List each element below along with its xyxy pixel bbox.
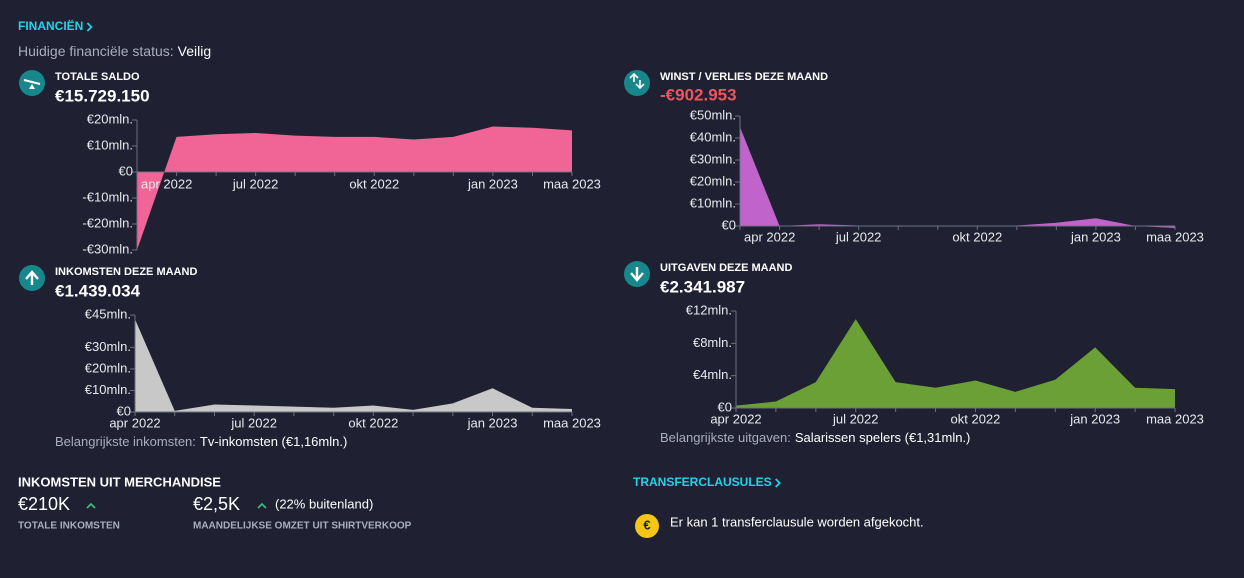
up-arrow [86,502,96,509]
icon-income [19,265,45,291]
chevron [86,22,93,32]
x-tick-label: okt 2022 [952,229,1002,244]
status-label: Huidige financiële status: [18,43,174,59]
area [135,319,572,412]
y-tick-label: €0 [117,403,131,418]
merch-total: €210K [18,494,70,514]
icon-balance [19,70,45,96]
x-tick-label: jan 2023 [467,176,518,191]
y-tick-label: €10mln. [85,382,131,397]
panel-amount: €1.439.034 [55,281,141,300]
y-tick-label: €10mln. [690,195,736,210]
icon-expenses [624,261,650,287]
euro-icon-glyph: € [643,517,650,532]
y-tick-label: -€20mln. [82,215,133,230]
footnote-value: Salarissen spelers (€1,31mln.) [795,430,971,445]
y-tick-label: €20mln. [87,111,133,126]
panel-amount: €15.729.150 [55,86,150,105]
y-tick-label: €4mln. [693,367,732,382]
footnote: Belangrijkste uitgaven: Salarissen speler… [660,430,970,445]
y-tick-label: €8mln. [693,335,732,350]
icon-profit-loss [624,70,650,96]
transfer-text: Er kan 1 transferclausule worden afgekoc… [670,514,924,529]
x-tick-label: jul 2022 [832,411,879,426]
area [736,319,1175,408]
panel-amount: €2.341.987 [660,277,745,296]
y-tick-label: €30mln. [690,151,736,166]
chevron [775,478,781,488]
merch-monthly: €2,5K [193,494,240,514]
x-tick-label: okt 2022 [951,411,1001,426]
x-tick-label: apr 2022 [744,229,795,244]
merch-total-label: TOTALE INKOMSTEN [18,521,120,532]
panel-title: UITGAVEN DEZE MAAND [660,262,792,274]
footnote-label: Belangrijkste uitgaven: [660,430,791,445]
y-tick-label: €50mln. [690,107,736,122]
transfer-title[interactable]: TRANSFERCLAUSULES [633,475,772,489]
x-tick-label: jul 2022 [230,415,277,430]
x-tick-label: maa 2023 [543,176,601,191]
area [740,127,1175,228]
footnote-label: Belangrijkste inkomsten: [55,434,196,449]
x-tick-label: jul 2022 [835,229,882,244]
x-tick-label: okt 2022 [348,415,398,430]
y-tick-label: -€10mln. [82,189,133,204]
y-tick-label: -€30mln. [82,241,133,256]
x-tick-label: jan 2023 [467,415,518,430]
y-tick-label: €20mln. [690,173,736,188]
status-line: Huidige financiële status: Veilig [18,43,211,59]
x-tick-label: maa 2023 [543,415,601,430]
y-tick-label: €0 [718,399,732,414]
x-tick-label: jan 2023 [1069,411,1120,426]
y-tick-label: €10mln. [87,137,133,152]
merch-monthly-label: MAANDELIJKSE OMZET UIT SHIRTVERKOOP [193,521,412,532]
x-tick-label: apr 2022 [109,415,160,430]
footnote-value: Tv-inkomsten (€1,16mln.) [200,434,347,449]
y-tick-label: €40mln. [690,129,736,144]
panel-amount: -€902.953 [660,85,737,104]
x-tick-label: maa 2023 [1146,229,1204,244]
x-tick-label: maa 2023 [1146,411,1204,426]
y-tick-label: €0 [722,217,736,232]
y-tick-label: €0 [119,163,133,178]
x-tick-label: jan 2023 [1070,229,1121,244]
merch-monthly-note: (22% buitenland) [275,496,373,511]
area [137,126,572,250]
x-tick-label: okt 2022 [349,176,399,191]
panel-title: INKOMSTEN DEZE MAAND [55,266,197,278]
merch-title: INKOMSTEN UIT MERCHANDISE [18,474,221,489]
section-title[interactable]: FINANCIËN [18,18,83,33]
y-tick-label: €45mln. [85,306,131,321]
panel-title: TOTALE SALDO [55,71,140,83]
euro-icon [635,514,659,538]
y-tick-label: €12mln. [686,302,732,317]
x-tick-label: jul 2022 [232,176,279,191]
y-tick-label: €30mln. [85,339,131,354]
up-arrow [257,502,267,509]
status-value: Veilig [178,43,211,59]
y-tick-label: €20mln. [85,360,131,375]
panel-title: WINST / VERLIES DEZE MAAND [660,71,828,83]
x-tick-label: apr 2022 [710,411,761,426]
footnote: Belangrijkste inkomsten: Tv-inkomsten (€1… [55,434,347,449]
x-tick-label: apr 2022 [141,176,192,191]
